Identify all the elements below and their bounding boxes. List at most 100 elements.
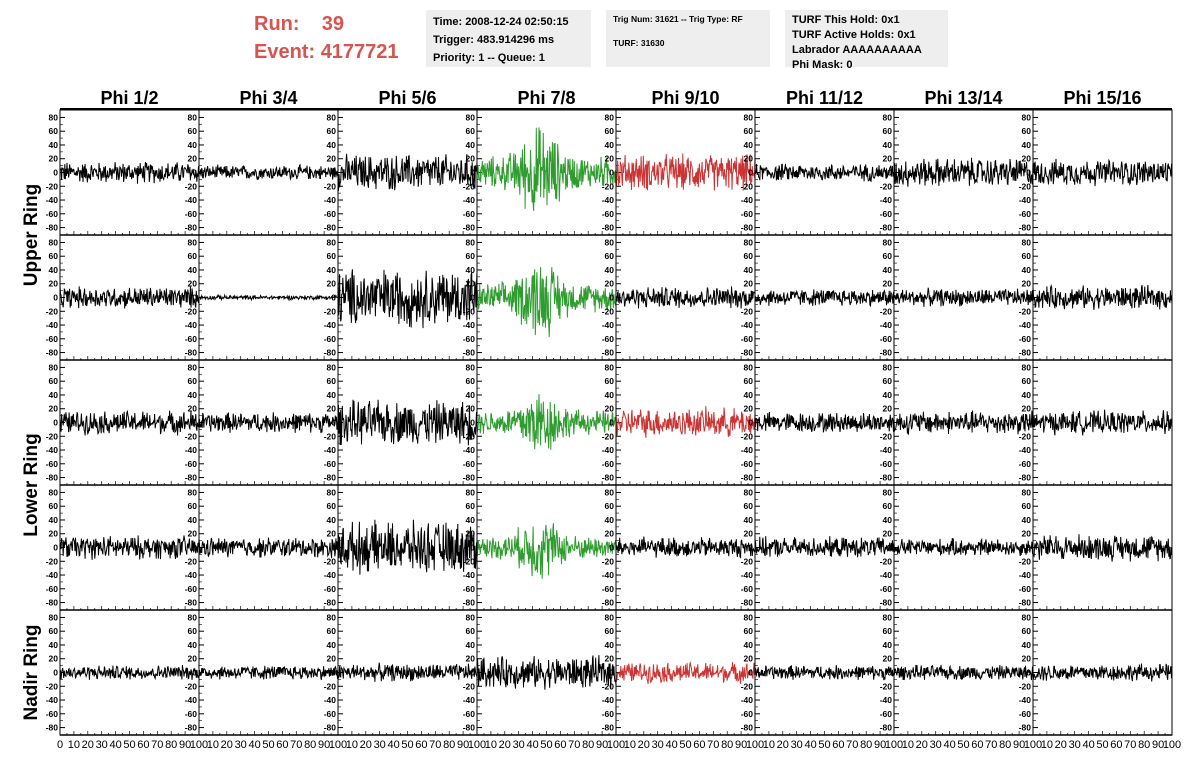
y-tick-label: 0 [609,168,614,178]
y-tick-label: -20 [463,681,476,691]
y-tick-label: 80 [1022,487,1032,497]
y-tick-label: 0 [331,543,336,553]
y-tick-label: -40 [46,695,59,705]
y-tick-label: -60 [880,584,893,594]
y-tick-label: -80 [324,723,337,733]
y-tick-label: -20 [46,431,59,441]
y-tick-label: 60 [188,626,198,636]
y-tick-label: 80 [466,487,476,497]
waveform-trace [1032,158,1173,187]
y-tick-label: -80 [324,348,337,358]
y-tick-label: 80 [49,362,59,372]
y-tick-label: 80 [327,612,337,622]
y-tick-label: 60 [327,501,337,511]
waveform-trace [754,289,895,307]
x-tick-label: 30 [930,739,942,751]
waveform-trace [337,153,478,191]
y-tick-label: 60 [188,376,198,386]
y-tick-label: 0 [748,668,753,678]
y-tick-label: -80 [602,723,615,733]
y-tick-label: 80 [49,237,59,247]
y-tick-label: -40 [741,320,754,330]
x-tick-label: 20 [1055,739,1067,751]
waveform-panel: -80 -60 -40 -20 0 20 40 60 80 [741,109,895,236]
y-tick-label: -40 [46,195,59,205]
y-tick-label: 80 [883,612,893,622]
y-tick-label: 60 [466,126,476,136]
x-tick-label: 40 [665,739,677,751]
y-tick-label: 20 [744,279,754,289]
x-tick-label: 100 [746,739,764,751]
y-tick-label: -60 [602,334,615,344]
y-tick-label: 40 [1022,515,1032,525]
waveform-trace [59,162,200,184]
x-tick-label: 100 [1163,739,1181,751]
y-tick-label: 60 [49,626,59,636]
y-tick-label: 20 [605,529,615,539]
y-tick-label: -60 [741,584,754,594]
y-tick-label: 0 [609,293,614,303]
y-tick-label: 0 [470,543,475,553]
waveform-trace [1032,283,1173,311]
y-tick-label: -60 [880,209,893,219]
waveform-panel: -80 -60 -40 -20 0 20 40 60 80 [46,109,200,236]
ring-label: Nadir Ring [21,624,42,720]
y-tick-label: 60 [1022,126,1032,136]
x-tick-label: 70 [846,739,858,751]
y-tick-label: 0 [192,168,197,178]
y-tick-label: -80 [46,348,59,358]
waveform-panel: -80 -60 -40 -20 0 20 40 60 80 [602,609,756,736]
waveform-panel: -80 -60 -40 -20 0 20 40 60 80 [1019,234,1173,361]
y-tick-label: 40 [466,640,476,650]
x-tick-label: 30 [1069,739,1081,751]
y-tick-label: -80 [463,473,476,483]
y-tick-label: 20 [744,404,754,414]
waveform-trace [59,409,200,436]
x-tick-label: 80 [582,739,594,751]
y-tick-label: 0 [192,543,197,553]
y-tick-label: 40 [188,265,198,275]
waveform-trace [893,664,1034,681]
y-tick-label: -80 [46,723,59,733]
y-tick-label: 80 [327,487,337,497]
labrador-text: Labrador AAAAAAAAAA [792,44,922,56]
y-tick-label: -40 [463,195,476,205]
y-tick-label: 20 [188,154,198,164]
waveform-panel: -80 -60 -40 -20 0 20 40 60 80 [741,484,895,611]
x-tick-label: 20 [638,739,650,751]
y-tick-label: -20 [463,431,476,441]
y-tick-label: -20 [185,306,198,316]
waveform-panel: -80 -60 -40 -20 0 20 40 60 80 [880,484,1034,611]
waveform-trace [893,157,1034,187]
y-tick-label: -20 [324,306,337,316]
x-tick-label: 80 [721,739,733,751]
y-tick-label: 80 [327,112,337,122]
y-tick-label: -60 [463,334,476,344]
y-tick-label: -20 [880,306,893,316]
phi-column-label: Phi 7/8 [517,88,575,108]
x-tick-label: 50 [123,739,135,751]
y-tick-label: -60 [602,459,615,469]
y-tick-label: 40 [49,265,59,275]
run-event-block: Run: 39 Event: 4177721 [254,10,399,66]
y-tick-label: -80 [324,223,337,233]
y-tick-label: -80 [880,723,893,733]
y-tick-label: 20 [1022,154,1032,164]
y-tick-label: 80 [744,487,754,497]
y-tick-label: -40 [602,320,615,330]
y-tick-label: 40 [466,515,476,525]
y-tick-label: 60 [605,126,615,136]
y-tick-label: 20 [49,654,59,664]
y-tick-label: -60 [1019,584,1032,594]
y-tick-label: -20 [463,181,476,191]
y-tick-label: -40 [602,195,615,205]
y-tick-label: 20 [188,654,198,664]
y-tick-label: -60 [324,209,337,219]
y-tick-label: -60 [741,709,754,719]
y-tick-label: -60 [185,584,198,594]
y-tick-label: 80 [1022,612,1032,622]
waveform-trace [337,399,478,446]
waveform-trace [615,286,756,309]
y-tick-label: 60 [744,626,754,636]
